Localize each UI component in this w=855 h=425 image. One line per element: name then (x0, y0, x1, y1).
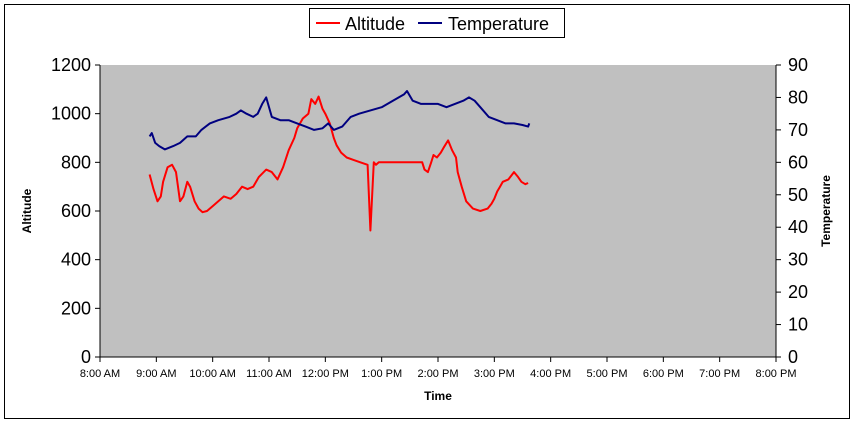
x-tick-label: 11:00 AM (246, 368, 292, 380)
left-tick-label: 800 (61, 152, 91, 172)
right-y-axis-title: Temperature (819, 175, 833, 247)
x-tick-label: 10:00 AM (189, 368, 235, 380)
right-tick-label: 90 (788, 55, 808, 75)
x-tick-label: 2:00 PM (418, 368, 459, 380)
legend-label-temperature: Temperature (448, 14, 549, 34)
right-tick-label: 60 (788, 152, 808, 172)
x-tick-label: 8:00 PM (756, 368, 797, 380)
x-tick-label: 5:00 PM (587, 368, 628, 380)
plot-area (100, 65, 776, 357)
legend: Altitude Temperature (309, 8, 565, 38)
right-tick-label: 40 (788, 217, 808, 237)
x-tick-label: 8:00 AM (80, 368, 120, 380)
x-tick-label: 1:00 PM (361, 368, 402, 380)
left-y-ticks: 0 200 400 600 800 1000 1200 (51, 55, 100, 367)
x-axis-title: Time (424, 389, 452, 403)
left-tick-label: 1000 (51, 104, 91, 124)
right-tick-label: 0 (788, 347, 798, 367)
legend-label-altitude: Altitude (345, 14, 405, 34)
left-tick-label: 400 (61, 250, 91, 270)
right-tick-label: 50 (788, 185, 808, 205)
series-line-temperature (148, 90, 531, 151)
x-axis-ticks: 8:00 AM 9:00 AM 10:00 AM 11:00 AM 12:00 PM 1:… (80, 357, 797, 380)
right-tick-label: 20 (788, 282, 808, 302)
right-tick-label: 30 (788, 250, 808, 270)
x-tick-label: 6:00 PM (643, 368, 684, 380)
x-tick-label: 12:00 PM (302, 368, 349, 380)
right-y-ticks: 0 10 20 30 40 50 60 70 80 90 (776, 55, 808, 367)
x-tick-label: 9:00 AM (136, 368, 176, 380)
left-tick-label: 600 (61, 201, 91, 221)
x-tick-label: 3:00 PM (474, 368, 515, 380)
left-tick-label: 200 (61, 298, 91, 318)
right-tick-label: 10 (788, 315, 808, 335)
right-tick-label: 80 (788, 87, 808, 107)
left-y-axis-title: Altitude (20, 188, 34, 233)
series-layer (148, 90, 531, 232)
right-tick-label: 70 (788, 120, 808, 140)
x-tick-label: 7:00 PM (699, 368, 740, 380)
left-tick-label: 0 (81, 347, 91, 367)
left-tick-label: 1200 (51, 55, 91, 75)
x-tick-label: 4:00 PM (530, 368, 571, 380)
series-line-altitude (148, 95, 529, 232)
